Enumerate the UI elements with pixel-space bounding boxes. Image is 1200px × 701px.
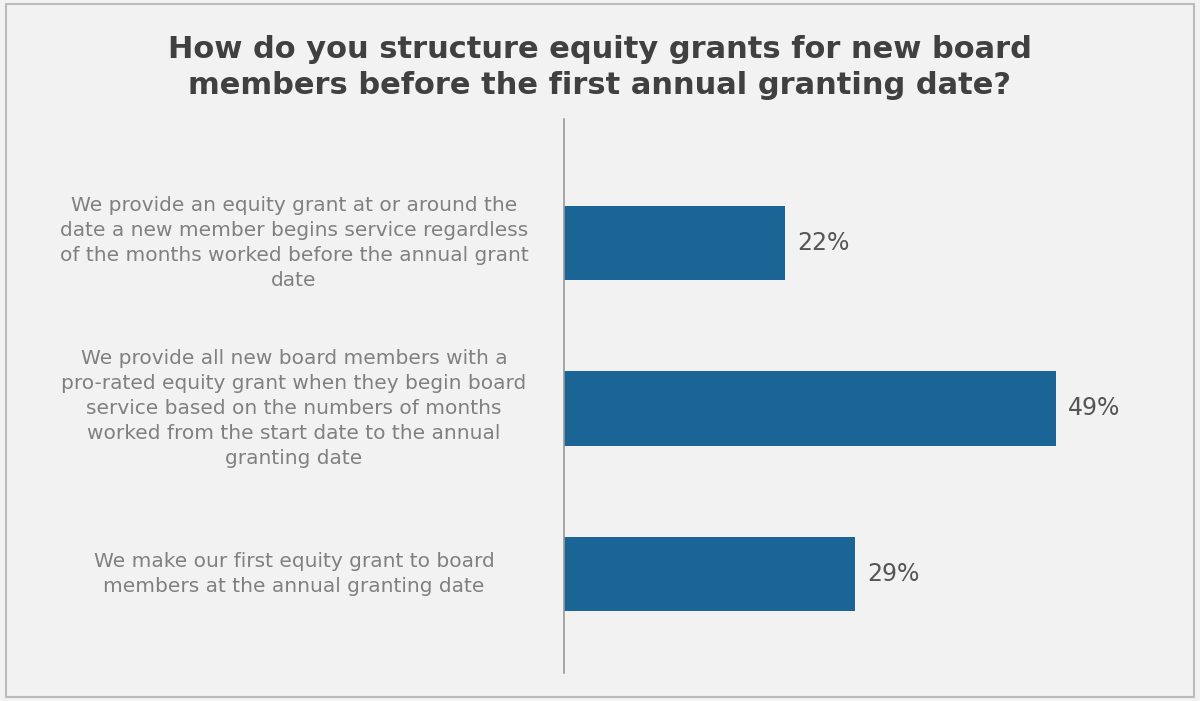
Text: We provide an equity grant at or around the
date a new member begins service reg: We provide an equity grant at or around …	[60, 196, 528, 290]
Text: 49%: 49%	[1068, 397, 1121, 421]
Bar	[564, 206, 785, 280]
Text: 22%: 22%	[797, 231, 850, 255]
Bar	[564, 536, 856, 611]
Bar	[564, 372, 1056, 446]
Text: We provide all new board members with a
pro-rated equity grant when they begin b: We provide all new board members with a …	[61, 349, 527, 468]
Text: How do you structure equity grants for new board
members before the first annual: How do you structure equity grants for n…	[168, 35, 1032, 100]
Text: We make our first equity grant to board
members at the annual granting date: We make our first equity grant to board …	[94, 552, 494, 596]
Text: 29%: 29%	[868, 562, 919, 586]
